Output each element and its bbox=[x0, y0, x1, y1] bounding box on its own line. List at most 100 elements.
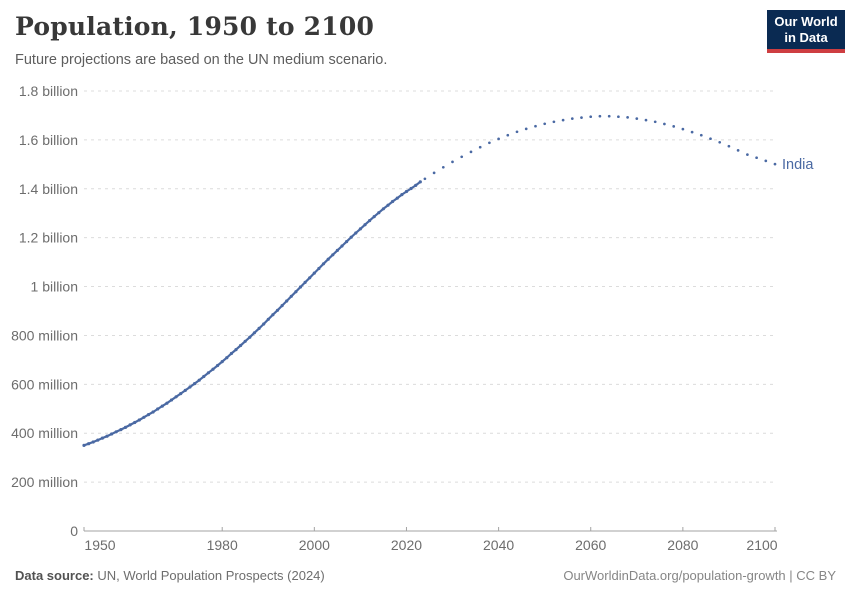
projection-dot bbox=[580, 116, 583, 119]
data-point-marker bbox=[386, 203, 390, 207]
data-point-marker bbox=[216, 363, 220, 368]
projection-dot bbox=[589, 115, 593, 119]
projection-dot bbox=[534, 124, 537, 128]
data-point-marker bbox=[183, 388, 187, 392]
data-point-marker bbox=[123, 425, 128, 429]
data-point-marker bbox=[340, 244, 344, 248]
x-axis-tick-label: 2100 bbox=[746, 537, 777, 553]
data-point-marker bbox=[354, 231, 358, 235]
data-point-marker bbox=[275, 308, 280, 312]
data-point-marker bbox=[197, 378, 201, 382]
data-point-marker bbox=[174, 395, 178, 399]
projection-dot bbox=[644, 118, 648, 122]
projection-dot bbox=[497, 137, 500, 141]
projection-dot bbox=[506, 133, 510, 137]
data-point-marker bbox=[160, 404, 164, 408]
data-point-marker bbox=[100, 436, 104, 440]
data-point-marker bbox=[271, 313, 275, 317]
projection-dot bbox=[699, 133, 703, 137]
data-point-marker bbox=[381, 207, 385, 211]
projection-dot bbox=[552, 120, 556, 124]
chart-subtitle: Future projections are based on the UN m… bbox=[15, 52, 388, 68]
data-point-marker bbox=[142, 415, 146, 419]
projection-dot bbox=[543, 122, 547, 126]
data-point-marker bbox=[114, 430, 118, 434]
data-point-marker bbox=[229, 351, 233, 356]
data-point-marker bbox=[404, 189, 409, 194]
projection-dot bbox=[736, 149, 740, 152]
entity-label-india[interactable]: India bbox=[782, 157, 814, 173]
projection-dot bbox=[617, 115, 620, 119]
y-axis-tick-label: 600 million bbox=[11, 376, 78, 392]
data-point-marker bbox=[418, 180, 422, 184]
projection-dot bbox=[663, 122, 666, 126]
data-point-marker bbox=[165, 401, 169, 405]
data-point-marker bbox=[225, 356, 229, 360]
owid-logo: Our World in Data bbox=[767, 10, 845, 53]
projection-dot bbox=[451, 160, 454, 164]
projection-dot bbox=[469, 150, 473, 154]
data-point-marker bbox=[96, 438, 100, 442]
data-point-marker bbox=[234, 348, 238, 352]
data-point-marker bbox=[137, 418, 141, 422]
y-axis-tick-label: 1.6 billion bbox=[19, 132, 78, 148]
data-point-marker bbox=[391, 199, 395, 204]
projection-dot bbox=[460, 155, 464, 159]
data-source-note: Data source: UN, World Population Prospe… bbox=[15, 568, 325, 583]
projection-dot bbox=[709, 137, 712, 141]
data-point-marker bbox=[243, 339, 247, 343]
data-point-marker bbox=[206, 371, 210, 375]
projection-dot bbox=[653, 120, 657, 124]
data-point-marker bbox=[169, 398, 174, 402]
projection-dot bbox=[515, 130, 519, 134]
projection-dot bbox=[681, 127, 685, 131]
data-point-marker bbox=[266, 317, 270, 321]
data-point-marker bbox=[239, 343, 243, 348]
y-axis-tick-label: 800 million bbox=[11, 327, 78, 343]
data-point-marker bbox=[202, 374, 206, 379]
page-title: Population, 1950 to 2100 bbox=[15, 12, 375, 41]
projection-dot bbox=[607, 114, 611, 118]
x-axis-tick-label: 1980 bbox=[207, 537, 238, 553]
projection-dot bbox=[755, 156, 758, 160]
data-point-marker bbox=[87, 442, 91, 446]
data-point-marker bbox=[119, 428, 123, 432]
data-point-marker bbox=[377, 211, 381, 215]
x-axis-tick-label: 2020 bbox=[391, 537, 422, 553]
projection-dot bbox=[727, 144, 731, 148]
data-point-marker bbox=[414, 183, 418, 187]
data-point-marker bbox=[156, 407, 160, 411]
data-point-marker bbox=[298, 285, 303, 289]
data-point-marker bbox=[110, 432, 114, 436]
x-axis-tick-label: 1950 bbox=[84, 537, 115, 553]
data-point-marker bbox=[289, 294, 293, 298]
data-point-marker bbox=[345, 240, 349, 244]
data-point-marker bbox=[363, 223, 367, 227]
projection-dot bbox=[598, 114, 602, 118]
projection-dot bbox=[626, 116, 629, 119]
projection-dot bbox=[635, 117, 639, 120]
data-point-marker bbox=[188, 385, 192, 389]
data-point-marker bbox=[331, 253, 335, 257]
projection-dot bbox=[764, 159, 768, 163]
x-axis-tick-label: 2080 bbox=[667, 537, 698, 553]
x-axis-tick-label: 2040 bbox=[483, 537, 514, 553]
y-axis-tick-label: 200 million bbox=[11, 474, 78, 490]
data-point-marker bbox=[262, 322, 266, 326]
projection-dot bbox=[746, 153, 749, 156]
data-point-marker bbox=[321, 262, 326, 266]
owid-logo-line2: in Data bbox=[784, 30, 828, 45]
projection-dot bbox=[423, 177, 427, 181]
projection-dot bbox=[478, 145, 482, 149]
data-point-marker bbox=[372, 215, 376, 219]
projection-dot bbox=[672, 125, 676, 128]
data-point-marker bbox=[335, 248, 339, 252]
owid-credit-link[interactable]: OurWorldinData.org/population-growth | C… bbox=[563, 568, 836, 583]
y-axis-tick-label: 1.4 billion bbox=[19, 181, 78, 197]
data-point-marker bbox=[257, 326, 261, 330]
data-point-marker bbox=[91, 440, 95, 444]
data-source-label: Data source: bbox=[15, 568, 94, 583]
y-axis-tick-label: 0 bbox=[70, 523, 78, 539]
